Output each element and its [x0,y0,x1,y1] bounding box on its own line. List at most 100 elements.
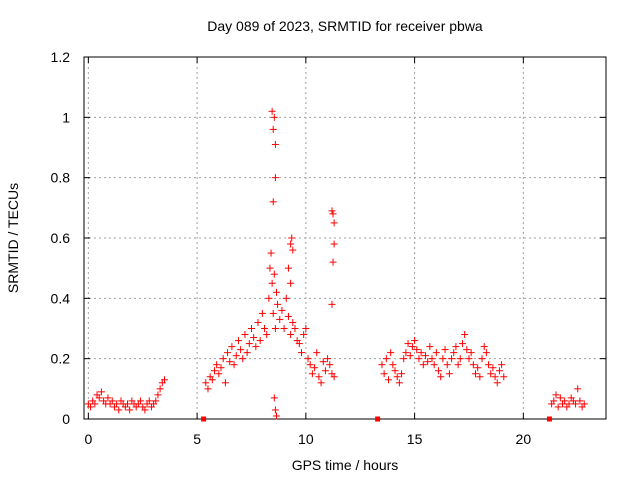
data-point [308,370,316,378]
data-point [306,361,314,369]
data-point [576,397,584,405]
data-point [217,364,225,372]
data-point [482,349,490,357]
data-point [428,355,436,363]
data-point [454,361,462,369]
data-point [500,373,508,381]
data-point [561,397,569,405]
data-point [276,315,284,323]
data-point [472,370,479,378]
data-point [278,306,286,314]
data-point [572,400,580,408]
data-point [271,174,279,182]
data-point [476,373,484,381]
data-point [156,385,164,393]
data-point [300,331,308,339]
data-point [389,361,397,369]
data-point [450,349,458,357]
data-point [437,373,445,381]
data-point [430,361,438,369]
data-point [243,349,251,357]
data-point [239,355,247,363]
data-point [432,349,440,357]
x-tick-label: 10 [298,431,314,447]
data-point [426,343,434,351]
data-point [491,373,499,381]
data-point [268,107,276,115]
data-point [254,318,262,326]
data-point [329,258,337,266]
y-tick-label: 1.2 [51,49,71,65]
data-point [441,346,449,354]
data-point [480,343,488,351]
data-point [269,198,277,206]
data-point [204,385,212,393]
x-axis-label: GPS time / hours [292,457,399,473]
data-point [265,294,273,302]
data-point [287,240,295,248]
data-point [400,355,408,363]
data-point [287,331,295,339]
gap-marker [375,416,381,422]
data-point [284,312,292,320]
data-point [289,318,297,326]
data-point [474,364,482,372]
data-point [413,346,421,354]
data-point [232,352,240,360]
data-point [208,376,216,384]
data-point [565,400,573,408]
data-point [272,412,280,420]
data-point [219,355,227,363]
data-point [288,234,296,242]
data-point [424,358,432,366]
data-point [91,400,99,408]
data-point [493,379,501,387]
data-point [380,370,388,378]
data-point [291,325,299,332]
data-point [237,346,245,354]
data-point [126,406,134,414]
data-point [280,325,288,332]
data-point [550,397,558,405]
data-point [324,355,332,363]
data-point [328,300,336,308]
y-tick-label: 0 [62,411,70,427]
data-point [270,394,278,402]
data-point [160,376,168,384]
data-point [315,373,323,381]
data-point [230,361,238,369]
data-point [317,379,325,387]
data-point [391,367,399,375]
data-point [154,391,162,399]
data-point [211,367,218,375]
data-point [228,343,236,351]
data-point [145,397,153,405]
data-point [298,349,305,357]
data-point [256,337,264,345]
data-point [408,343,416,351]
x-tick-label: 20 [516,431,532,447]
data-point [271,406,279,414]
data-point [97,388,105,396]
data-point [270,113,278,121]
data-point [395,379,403,387]
data-point [284,264,292,272]
data-point [421,352,429,360]
data-point [108,397,116,405]
data-point [221,379,229,387]
data-point [448,355,456,363]
data-point [215,370,223,378]
data-point [247,325,255,332]
data-point [241,331,249,339]
data-point [465,355,473,363]
data-point [458,340,466,348]
data-point [115,406,123,414]
y-tick-label: 1 [62,109,70,125]
data-point [213,361,221,369]
data-point [580,400,588,408]
data-point [287,279,295,287]
x-tick-label: 15 [407,431,423,447]
data-point [485,361,493,369]
data-point [95,394,103,402]
grid-layer [84,57,606,419]
